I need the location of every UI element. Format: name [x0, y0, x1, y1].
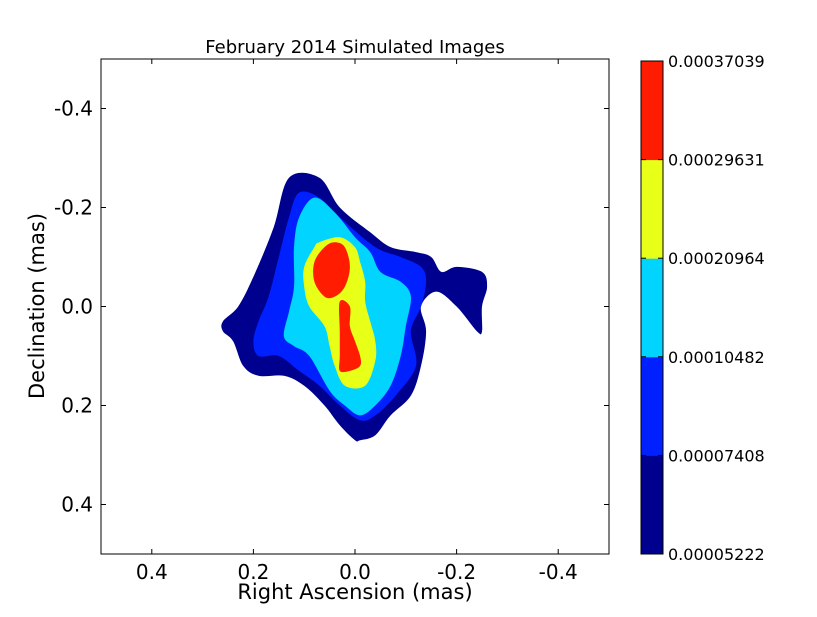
- colorbar: 0.00005222 0.00007408 0.00010482 0.00020964…: [640, 52, 765, 564]
- colorbar-band-4: [641, 61, 663, 161]
- colorbar-band-3: [641, 159, 663, 259]
- x-tick-label: 0.0: [339, 560, 371, 584]
- y-tick-label: 0.2: [61, 394, 93, 418]
- contour-level-4-region-1: [339, 299, 362, 373]
- chart-title: February 2014 Simulated Images: [205, 37, 504, 58]
- y-tick-label: -0.2: [54, 196, 93, 220]
- y-tick-label: 0.0: [61, 295, 93, 319]
- x-tick-label: -0.2: [437, 560, 476, 584]
- contour-layer: [221, 172, 488, 442]
- colorbar-tick-label: 0.00029631: [668, 151, 765, 170]
- colorbar-tick-label: 0.00020964: [668, 249, 765, 268]
- colorbar-frame: [640, 60, 664, 555]
- y-tick-label: 0.4: [61, 493, 93, 517]
- plot-area: 0.4 0.2 0.0 -0.2 -0.4 -0.4 -0.2 0.0 0.2 0.4: [54, 58, 610, 584]
- colorbar-band-1: [641, 356, 663, 456]
- colorbar-band-2: [641, 258, 663, 358]
- x-axis-label: Right Ascension (mas): [237, 580, 472, 604]
- y-tick-label: -0.4: [54, 97, 93, 121]
- colorbar-tick-label: 0.00005222: [668, 545, 765, 564]
- x-tick-label: 0.2: [237, 560, 269, 584]
- x-tick-label: 0.4: [136, 560, 168, 584]
- colorbar-tick-label: 0.00010482: [668, 348, 765, 367]
- x-axis-ticks: 0.4 0.2 0.0 -0.2 -0.4: [136, 59, 578, 584]
- x-tick-label: -0.4: [539, 560, 578, 584]
- colorbar-tick-label: 0.00007408: [668, 446, 765, 465]
- colorbar-band-0: [641, 455, 663, 555]
- contour-level-4-region-0: [313, 242, 350, 299]
- colorbar-tick-label: 0.00037039: [668, 52, 765, 71]
- y-axis-label: Declination (mas): [25, 213, 49, 399]
- y-axis-ticks: -0.4 -0.2 0.0 0.2 0.4: [54, 97, 609, 517]
